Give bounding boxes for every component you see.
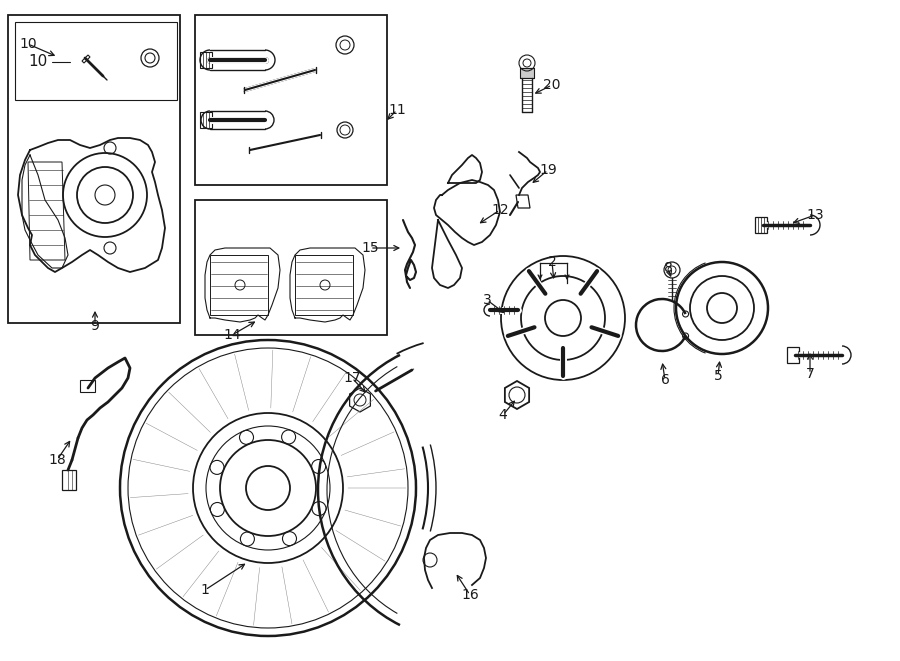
Text: 13: 13 [806, 208, 824, 222]
Text: 1: 1 [201, 583, 210, 597]
Text: 2: 2 [547, 255, 556, 269]
Bar [15, 22, 177, 100]
Text: 18: 18 [48, 453, 66, 467]
Text: 4: 4 [499, 408, 508, 422]
Bar [520, 68, 534, 78]
Text: 12: 12 [491, 203, 508, 217]
Bar [200, 52, 212, 68]
Bar [787, 347, 799, 363]
Text: 7: 7 [806, 367, 814, 381]
Text: 6: 6 [661, 373, 670, 387]
Text: 11: 11 [388, 103, 406, 117]
Text: 14: 14 [223, 328, 241, 342]
Bar [195, 15, 387, 185]
Text: 8: 8 [663, 261, 672, 275]
Text: 16: 16 [461, 588, 479, 602]
Bar [200, 112, 212, 128]
Bar [755, 217, 767, 233]
Text: 19: 19 [539, 163, 557, 177]
Text: 20: 20 [544, 78, 561, 92]
Text: 10: 10 [19, 37, 37, 51]
Text: 17: 17 [343, 371, 361, 385]
Text: 9: 9 [91, 319, 99, 333]
Text: 5: 5 [714, 369, 723, 383]
Bar [8, 15, 180, 323]
Text: 10: 10 [28, 54, 47, 69]
Bar [195, 200, 387, 335]
Text: 15: 15 [361, 241, 379, 255]
Text: 3: 3 [482, 293, 491, 307]
